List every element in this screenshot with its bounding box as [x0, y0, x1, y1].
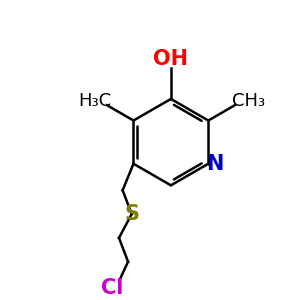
- Text: H₃C: H₃C: [78, 92, 111, 110]
- Text: OH: OH: [153, 49, 188, 68]
- Text: CH₃: CH₃: [232, 92, 265, 110]
- Text: N: N: [207, 154, 224, 174]
- Text: Cl: Cl: [101, 278, 124, 298]
- Text: S: S: [124, 204, 139, 224]
